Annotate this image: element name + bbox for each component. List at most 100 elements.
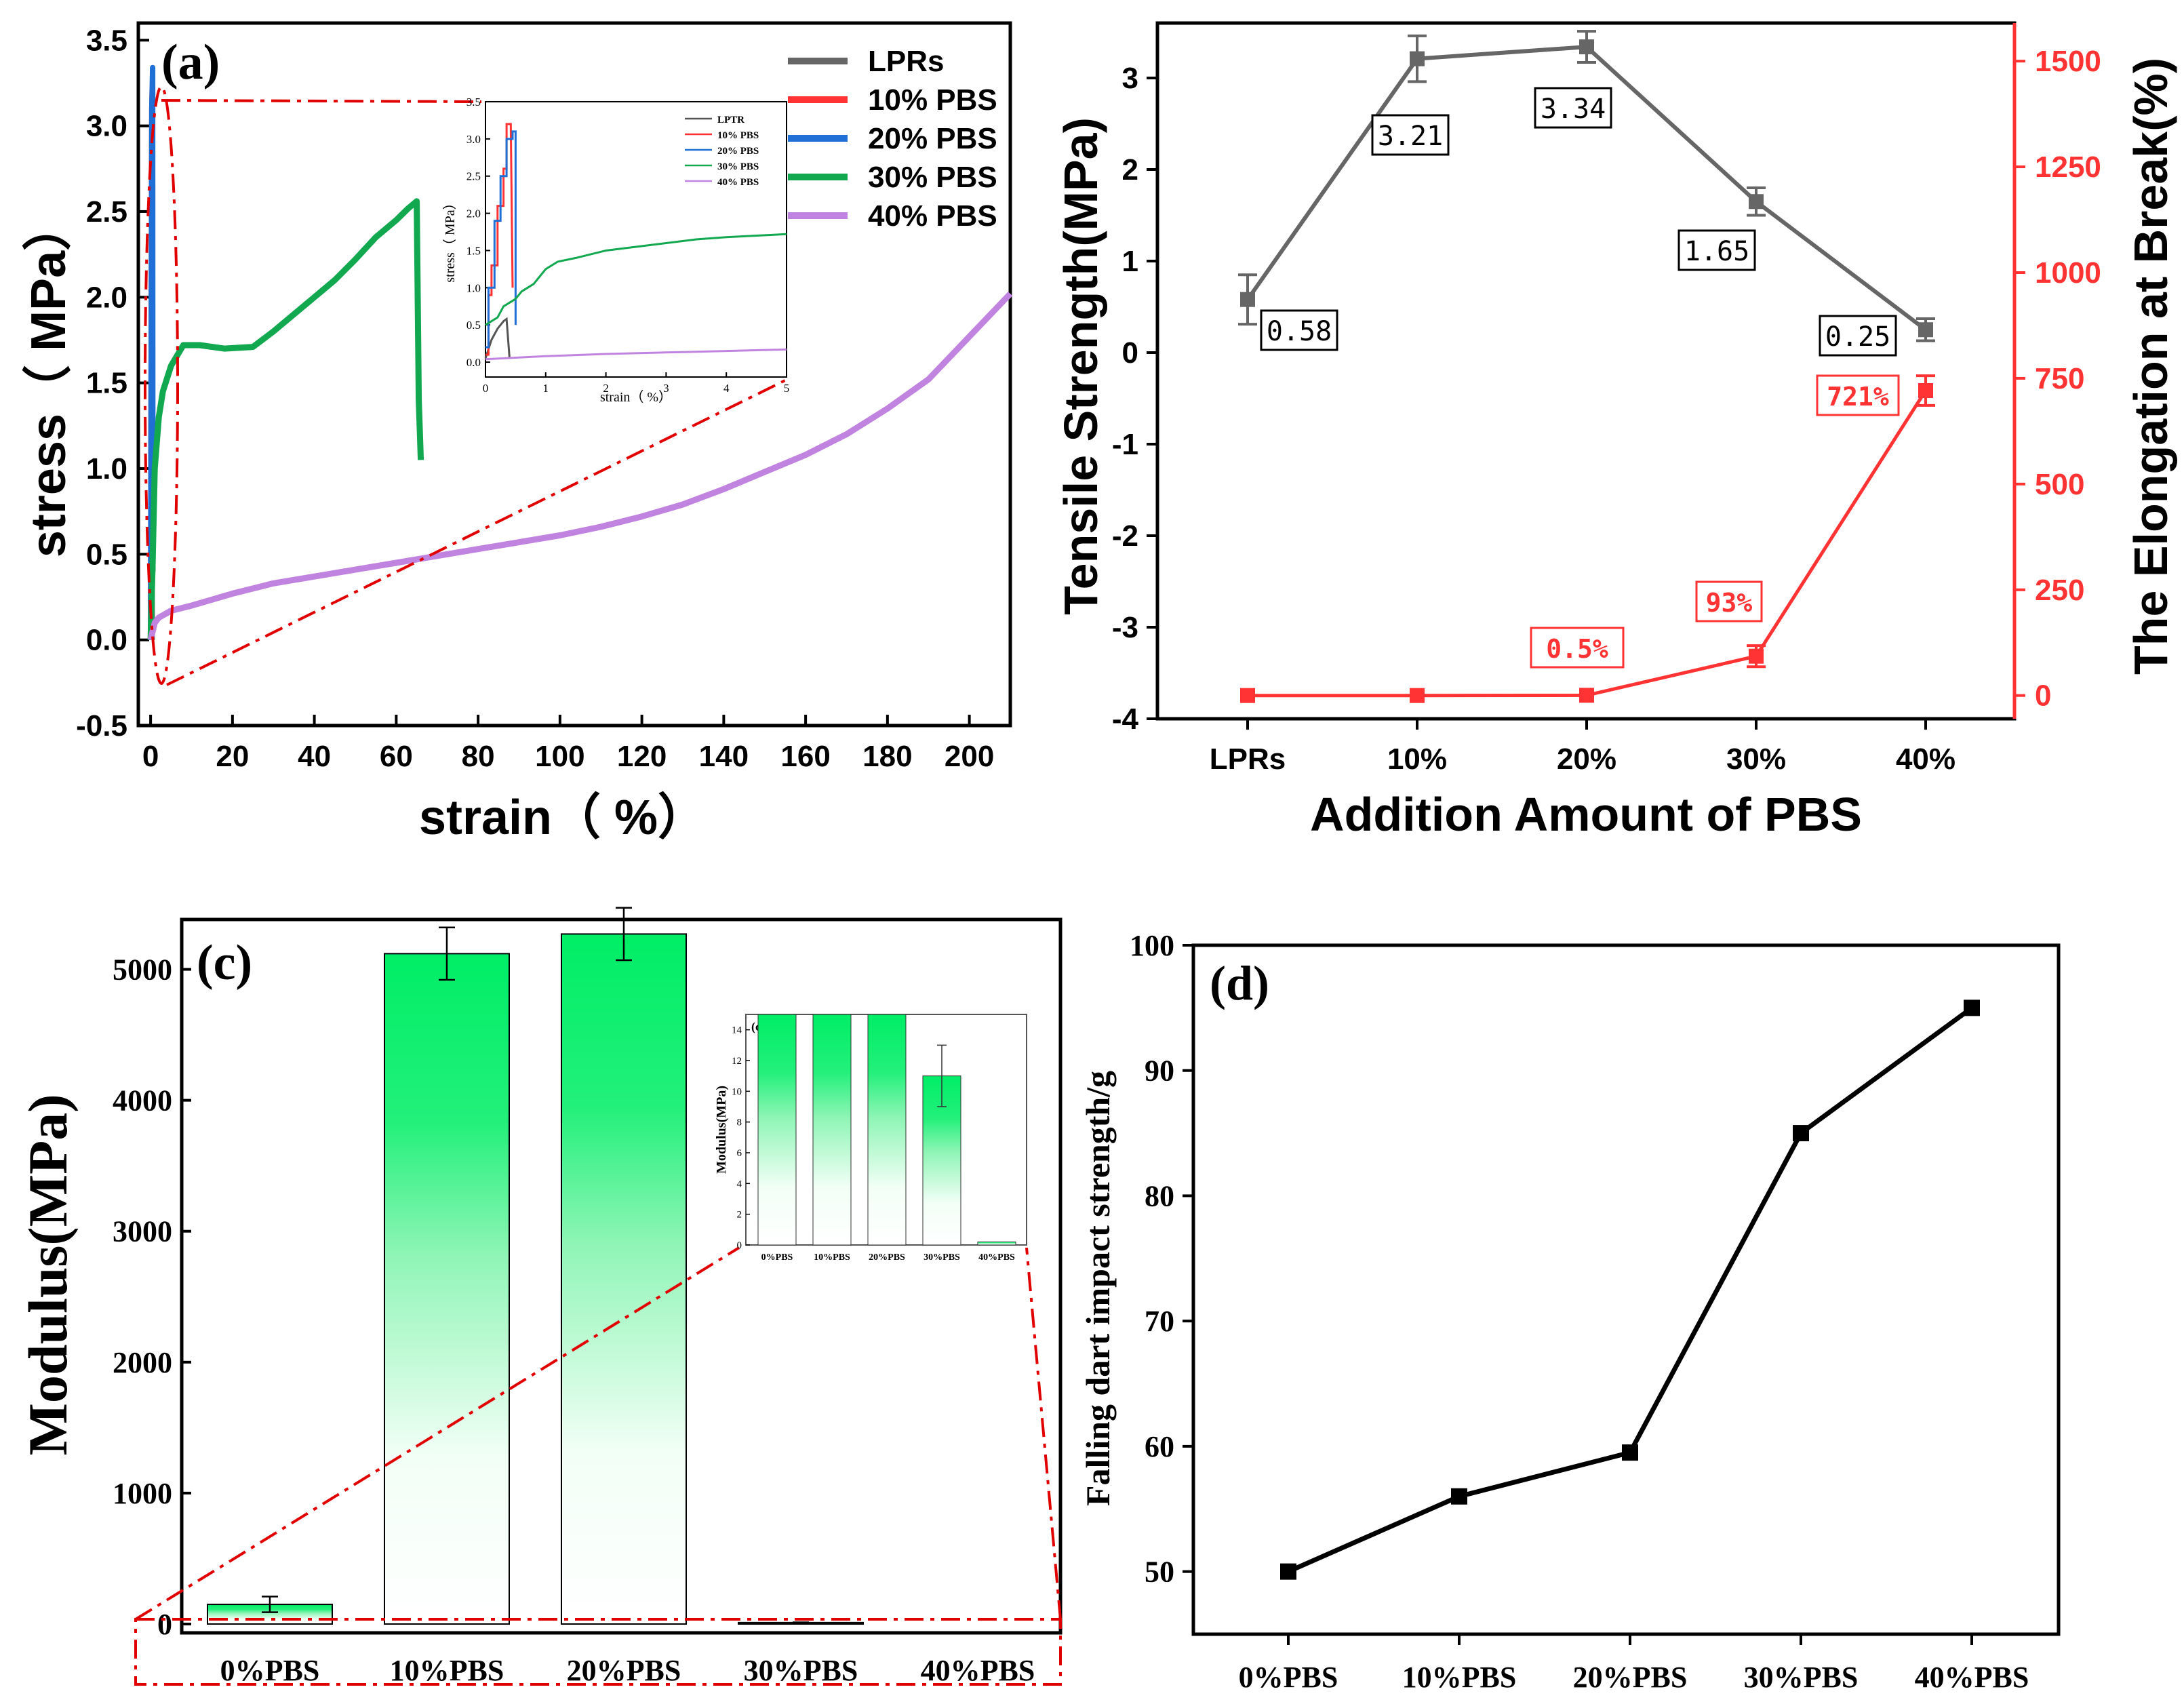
panel-b-tensile-value-box	[1677, 229, 1756, 271]
panel-a-inset-x-tick-label: 5	[784, 382, 790, 395]
panel-a-x-tick-label: 60	[380, 740, 413, 773]
panel-b-tensile-marker	[1918, 322, 1933, 338]
panel-c-inset-x-tick-label: 40%PBS	[978, 1252, 1015, 1263]
panel-a-y-tick-label: 0.0	[86, 624, 127, 657]
panel-a-inset-y-tick-label: 0.0	[466, 356, 481, 369]
panel-a-frame	[136, 21, 1012, 728]
panel-d-x-tick-label: 0%PBS	[1239, 1661, 1338, 1694]
panel-d-y-tick-label: 80	[1145, 1179, 1174, 1212]
panel-d-y-ticks: 50 60 70 80 90 100	[1130, 929, 1193, 1589]
panel-a-x-axis-label: strain（ %）	[419, 791, 707, 845]
panel-b-elongation-marker	[1918, 383, 1933, 399]
panel-b-right-ticks: 0 250 500 750 1000 1250 1500	[2014, 45, 2101, 713]
panel-a-inset-legend-label: 10% PBS	[717, 130, 759, 141]
panel-b-elongation-value-box	[1695, 580, 1763, 622]
panel-c-y-axis-label: Modulus(MPa)	[17, 1094, 79, 1456]
panel-c-label: (c)	[197, 935, 252, 991]
panel-a-inset-y-tick-label: 1.0	[466, 281, 481, 294]
panel-a-x-tick-label: 180	[862, 740, 912, 773]
panel-b-left-tick-label: -3	[1112, 611, 1138, 644]
panel-d-marker	[1793, 1125, 1809, 1142]
panel-d-y-tick-label: 100	[1130, 929, 1174, 962]
panel-b-elongation-marker	[1749, 648, 1764, 664]
panel-d-y-tick-label: 90	[1145, 1054, 1174, 1088]
panel-c-x-tick-label: 20%PBS	[567, 1654, 681, 1687]
panel-d-marker	[1280, 1563, 1296, 1580]
panel-b-elongation-value-label: 93%	[1706, 588, 1753, 618]
panel-c-x-tick-label: 40%PBS	[921, 1654, 1035, 1687]
panel-b-tensile-value-box	[1371, 114, 1450, 156]
panel-a-series-line-4	[147, 198, 424, 640]
panel-b-x-axis-label: Addition Amount of PBS	[1310, 788, 1862, 841]
panel-a-x-tick-label: 40	[298, 740, 331, 773]
panel-b-right-axis-label: The Elongation at Break(%)	[2124, 58, 2177, 675]
panel-c-inset-bar	[757, 1014, 797, 1246]
panel-a-inset-series-line-1	[484, 317, 511, 359]
panel-b-right-tick-label: 0	[2035, 679, 2051, 713]
panel-d-x-tick-label: 40%PBS	[1915, 1661, 2029, 1694]
panel-c-inset-y-tick-label: 8	[737, 1117, 742, 1128]
panel-c-inset-bar	[812, 1014, 852, 1246]
panel-b-left-tick-label: 2	[1122, 153, 1138, 186]
panel-c-y-tick-label: 2000	[113, 1346, 172, 1379]
panel-a-inset-y-tick-label: 3.0	[466, 133, 481, 146]
panel-b-elongation-marker	[1240, 688, 1255, 703]
panel-b-elongation-value-box	[1816, 374, 1900, 416]
panel-a-label: (a)	[161, 35, 220, 90]
panel-c-inset-x-tick-label: 30%PBS	[924, 1252, 960, 1263]
panel-c-y-tick-label: 5000	[113, 953, 172, 987]
panel-a-inset-legend-label: LPTR	[717, 115, 744, 125]
panel-a-x-tick-label: 20	[216, 740, 249, 773]
panel-d-y-tick-label: 70	[1145, 1305, 1174, 1338]
panel-a-y-tick-label: 1.0	[86, 452, 127, 486]
panel-c-y-tick-label: 3000	[113, 1215, 172, 1248]
panel-a-x-tick-label: 80	[462, 740, 495, 773]
panel-c-bar	[384, 953, 510, 1625]
panel-a-y-tick-label: -0.5	[76, 709, 127, 743]
panel-d-line	[1287, 1006, 1974, 1574]
panel-d-marker	[1451, 1488, 1467, 1505]
panel-a-y-ticks: -0.5 0.0 0.5 1.0 1.5 2.0 2.5 3.0 3.5	[76, 24, 149, 743]
panel-d-y-tick-label: 50	[1145, 1556, 1174, 1589]
panel-c-x-ticks: 0%PBS 10%PBS 20%PBS 30%PBS 40%PBS	[220, 1654, 1035, 1687]
panel-a-inset-series-line-5	[485, 348, 787, 361]
panel-c-inset-y-tick-label: 6	[737, 1148, 742, 1159]
panel-a-zoom-ellipse	[144, 85, 179, 685]
panel-b-tensile-value-box	[1534, 87, 1612, 129]
panel-a-inset-legend-label: 20% PBS	[717, 146, 759, 157]
panel-c-y-tick-label: 1000	[113, 1477, 172, 1510]
panel-a-inset-x-tick-label: 3	[663, 382, 669, 395]
panel-a: (a) -0.50.00.51.01.52.02.53.03.5 0 20 40 60…	[22, 21, 1013, 845]
panel-d-y-axis-label: Falling dart impact strength/g	[1079, 1071, 1117, 1506]
panel-a-y-tick-label: 3.5	[86, 24, 127, 57]
panel-a-inset: 0.0 0.5 1.0 1.5 2.0 2.5 3.0 3.5 0 1 2 3 4 5 LPTR 10% …	[442, 96, 789, 405]
panel-b-x-tick-label: 10%	[1387, 743, 1447, 776]
panel-b-elongation-marker	[1579, 688, 1594, 703]
panel-a-x-ticks: 0 20 40 60 80 100 120 140 160 180 200	[142, 715, 994, 773]
panel-c-inset-y-label: Modulus(MPa)	[714, 1086, 729, 1174]
panel-b-left-ticks: -4 -3 -2 -1 0 1 2 3	[1112, 62, 1157, 736]
panel-c-inset-y-tick-label: 0	[737, 1240, 742, 1251]
panel-b-left-axis-label: Tensile Strength(MPa)	[1054, 117, 1107, 615]
panel-c-inset-x-tick-label: 10%PBS	[814, 1252, 850, 1263]
panel-c-bar	[561, 933, 687, 1625]
panel-b-series: 0.58 3.21 3.34 1.65 0.25 0.5% 93% 721%	[1238, 30, 1935, 703]
panel-b-x-tick-label: 20%	[1557, 743, 1616, 776]
panel-d-x-tick-label: 30%PBS	[1744, 1661, 1859, 1694]
panel-b-tensile-marker	[1579, 39, 1594, 55]
panel-b-tensile-value-label: 0.25	[1825, 321, 1890, 353]
panel-a-zoom-line-top	[161, 99, 482, 103]
panel-a-zoom-line-bottom	[166, 378, 787, 686]
panel-a-inset-y-tick-label: 2.5	[466, 170, 481, 183]
panel-b: -4 -3 -2 -1 0 1 2 3 0 250 500 750 1000 1250 1500 LPRs…	[1054, 21, 2177, 841]
panel-c-x-tick-label: 30%PBS	[744, 1654, 858, 1687]
panel-a-inset-y-label: stress（ MPa）	[442, 196, 458, 282]
panel-c-inset-y-tick-label: 4	[737, 1179, 742, 1189]
panel-b-right-tick-label: 1000	[2035, 256, 2101, 290]
panel-b-elongation-value-box	[1530, 627, 1625, 669]
panel-b-right-tick-label: 500	[2035, 468, 2084, 501]
panel-a-inset-x-label: strain（ %）	[600, 389, 672, 405]
panel-b-elongation-value-label: 721%	[1827, 382, 1889, 412]
panel-d-marker	[1622, 1444, 1638, 1461]
